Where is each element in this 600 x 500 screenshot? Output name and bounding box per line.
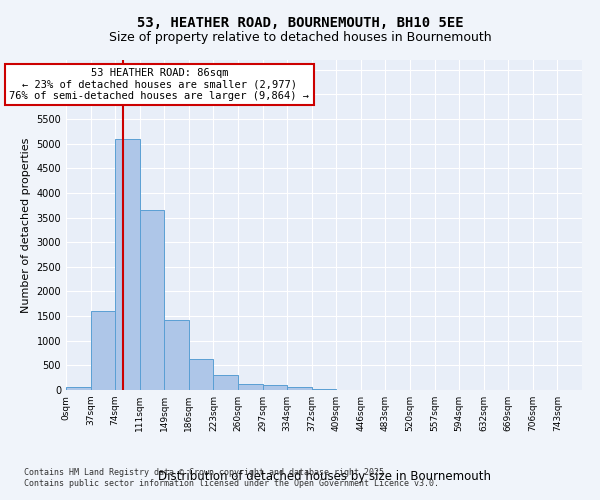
Bar: [312, 389, 336, 390]
Text: Size of property relative to detached houses in Bournemouth: Size of property relative to detached ho…: [109, 31, 491, 44]
Bar: [66, 386, 91, 390]
Bar: [238, 384, 263, 390]
Text: 53, HEATHER ROAD, BOURNEMOUTH, BH10 5EE: 53, HEATHER ROAD, BOURNEMOUTH, BH10 5EE: [137, 16, 463, 30]
Y-axis label: Number of detached properties: Number of detached properties: [21, 138, 31, 312]
Bar: [140, 210, 164, 390]
Text: 53 HEATHER ROAD: 86sqm
← 23% of detached houses are smaller (2,977)
76% of semi-: 53 HEATHER ROAD: 86sqm ← 23% of detached…: [10, 68, 310, 101]
Bar: [115, 139, 140, 390]
Text: Contains HM Land Registry data © Crown copyright and database right 2025.
Contai: Contains HM Land Registry data © Crown c…: [24, 468, 439, 487]
X-axis label: Distribution of detached houses by size in Bournemouth: Distribution of detached houses by size …: [157, 470, 491, 483]
Bar: [287, 387, 312, 390]
Bar: [263, 385, 287, 390]
Bar: [214, 374, 238, 390]
Bar: [164, 320, 189, 390]
Bar: [189, 359, 214, 390]
Bar: [91, 311, 115, 390]
